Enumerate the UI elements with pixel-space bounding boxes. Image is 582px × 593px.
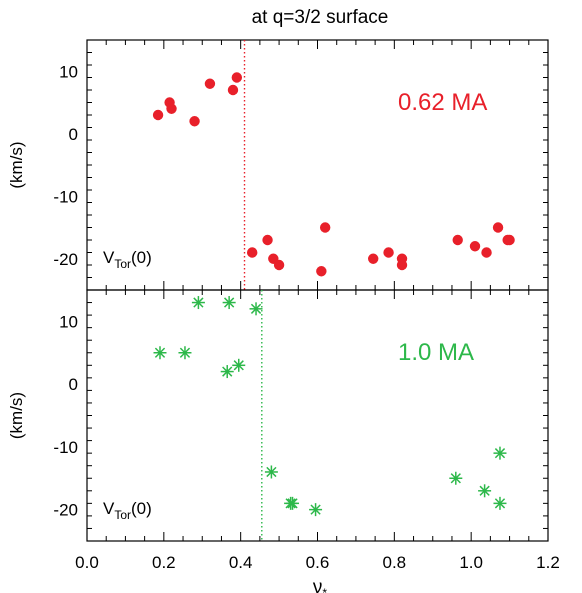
asterisk-stroke bbox=[287, 498, 298, 509]
y-tick-label: -10 bbox=[53, 438, 78, 457]
vtor-label-subscript: Tor bbox=[114, 257, 131, 271]
data-point bbox=[166, 103, 177, 114]
vtor-label: VTor(0) bbox=[103, 499, 152, 522]
x-tick-label: 1.2 bbox=[536, 553, 560, 572]
panel-frame bbox=[86, 289, 549, 542]
data-point bbox=[492, 222, 504, 233]
x-tick-label: 0.4 bbox=[229, 553, 253, 572]
y-axis-label: (km/s) bbox=[7, 141, 26, 188]
vtor-label-main: V bbox=[103, 248, 115, 267]
data-point bbox=[153, 346, 167, 360]
y-tick-label: 10 bbox=[59, 62, 78, 81]
y-tick-label: 0 bbox=[69, 125, 78, 144]
y-axis-label: (km/s) bbox=[7, 392, 26, 439]
data-point bbox=[191, 296, 205, 310]
asterisk-stroke bbox=[224, 297, 235, 308]
x-tick-label: 1.0 bbox=[459, 553, 483, 572]
x-axis-label-subscript: * bbox=[322, 586, 327, 593]
panel-frame bbox=[86, 39, 549, 291]
data-point bbox=[368, 253, 379, 264]
data-point bbox=[222, 296, 236, 310]
data-point bbox=[204, 78, 216, 89]
data-point bbox=[189, 116, 200, 127]
x-tick-label: 0.8 bbox=[383, 553, 407, 572]
asterisk-stroke bbox=[450, 473, 461, 484]
data-point bbox=[262, 234, 273, 246]
data-point bbox=[178, 346, 192, 360]
y-tick-label: -10 bbox=[53, 187, 78, 206]
vtor-label-subscript: Tor bbox=[114, 508, 131, 522]
data-point bbox=[309, 503, 323, 517]
vtor-label-main: V bbox=[103, 499, 115, 518]
current-annotation: 1.0 MA bbox=[398, 339, 474, 366]
asterisk-stroke bbox=[494, 448, 506, 459]
panels: 100-10-20(km/s)0.62 MAVTor(0)100-10-20(k… bbox=[7, 39, 549, 542]
data-point bbox=[478, 484, 492, 498]
data-point bbox=[396, 253, 408, 264]
data-point bbox=[504, 234, 515, 246]
asterisk-stroke bbox=[250, 303, 262, 314]
vtor-label-tail: (0) bbox=[131, 248, 152, 267]
y-tick-label: 0 bbox=[69, 375, 78, 394]
panel-2: 10 0 -10 -20 (km/s) 1.0 MA VTor(0) bbox=[7, 289, 549, 542]
data-point bbox=[152, 109, 164, 121]
asterisk-stroke bbox=[233, 360, 244, 371]
x-axis-label: ν* bbox=[313, 577, 328, 593]
data-point bbox=[319, 222, 331, 233]
panel-1: 10 0 -10 -20 (km/s) 0.62 MA VTor(0) bbox=[7, 39, 549, 291]
x-axis-label-main: ν bbox=[313, 577, 323, 593]
data-point bbox=[264, 465, 278, 479]
asterisk-stroke bbox=[479, 485, 490, 496]
x-tick-label: 0.6 bbox=[306, 553, 330, 572]
y-tick-label: -20 bbox=[53, 501, 78, 520]
data-point bbox=[469, 241, 481, 252]
x-tick-label: 0.0 bbox=[75, 553, 99, 572]
y-tick-label: -20 bbox=[53, 250, 78, 269]
data-point bbox=[227, 84, 239, 96]
data-point bbox=[246, 247, 258, 258]
asterisk-stroke bbox=[222, 366, 233, 377]
y-tick-label: 10 bbox=[59, 312, 78, 331]
x-tick-label: 0.2 bbox=[152, 553, 176, 572]
data-point bbox=[383, 247, 394, 258]
data-point bbox=[452, 234, 463, 246]
asterisk-stroke bbox=[154, 347, 166, 358]
data-point bbox=[481, 247, 492, 258]
vtor-label-tail: (0) bbox=[131, 499, 152, 518]
asterisk-stroke bbox=[193, 297, 204, 308]
data-point bbox=[231, 72, 243, 83]
data-point bbox=[273, 259, 285, 271]
vtor-label: VTor(0) bbox=[103, 248, 152, 271]
data-point bbox=[449, 471, 463, 485]
data-point bbox=[316, 266, 327, 277]
data-point bbox=[493, 496, 507, 510]
x-axis: 0.0 0.2 0.4 0.6 0.8 1.0 1.2 bbox=[75, 553, 560, 572]
current-annotation: 0.62 MA bbox=[398, 89, 487, 116]
asterisk-stroke bbox=[310, 504, 321, 515]
data-point bbox=[493, 446, 507, 460]
data-point bbox=[249, 302, 263, 316]
asterisk-stroke bbox=[179, 347, 191, 358]
asterisk-stroke bbox=[266, 466, 277, 478]
asterisk-stroke bbox=[494, 498, 506, 509]
data-point bbox=[286, 496, 300, 510]
data-point bbox=[232, 358, 246, 372]
data-point bbox=[220, 365, 234, 379]
chart-title: at q=3/2 surface bbox=[252, 7, 389, 28]
